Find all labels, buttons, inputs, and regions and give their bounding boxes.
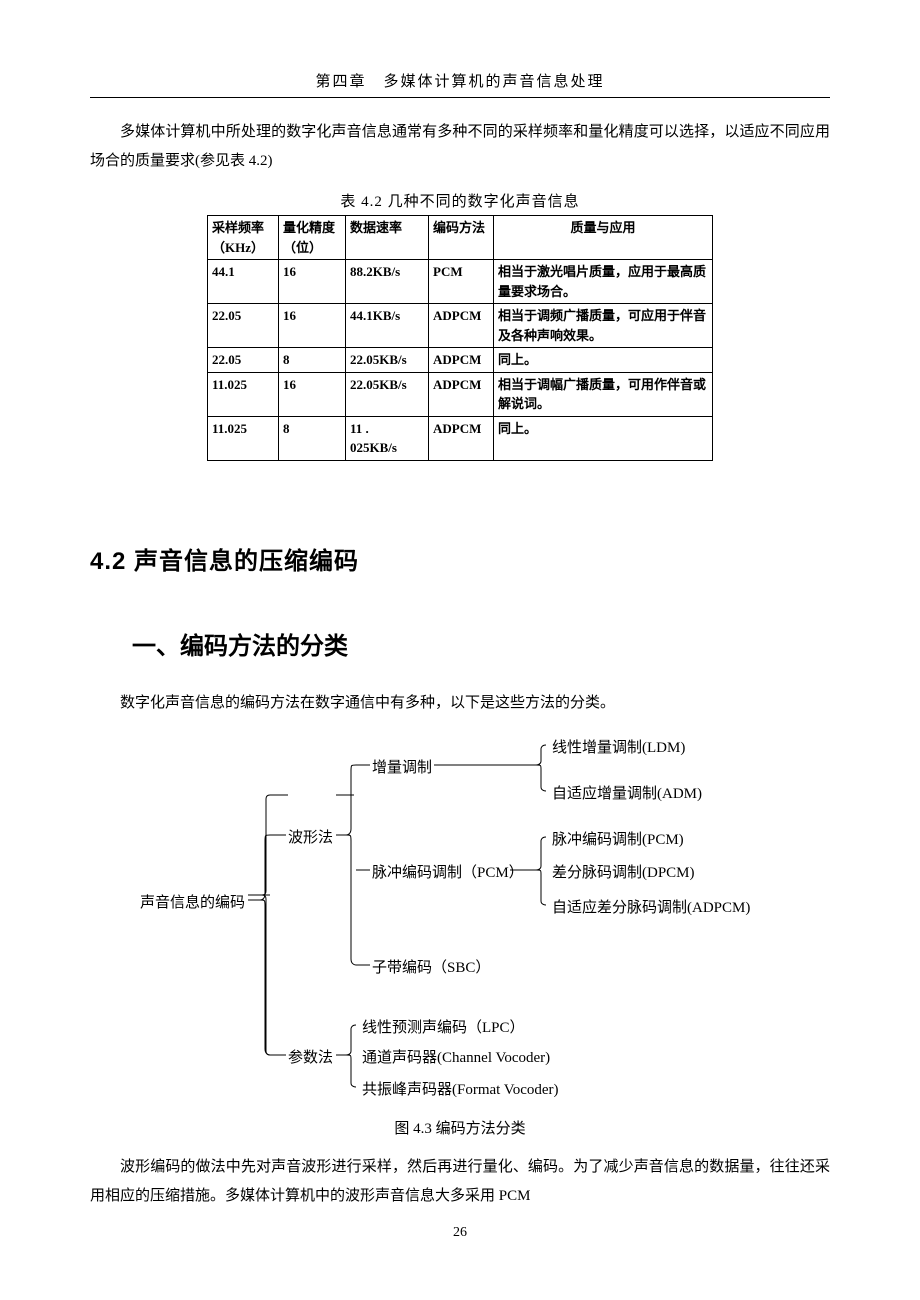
diagram-pcm-dpcm: 差分脉码调制(DPCM) [552,861,695,882]
diagram-pcm-adpcm: 自适应差分脉码调制(ADPCM) [552,896,750,917]
intro-paragraph: 多媒体计算机中所处理的数字化声音信息通常有多种不同的采样频率和量化精度可以选择，… [90,118,830,175]
table-cell: ADPCM [429,372,494,416]
table-header: 数据速率 [346,216,429,260]
subsection-heading: 一、编码方法的分类 [132,626,830,661]
table-cell: 16 [279,304,346,348]
table-cell: 16 [279,372,346,416]
table-caption: 表 4.2 几种不同的数字化声音信息 [90,190,830,211]
table-cell: 11.025 [208,372,279,416]
diagram-waveform-delta: 增量调制 [372,756,432,777]
classification-diagram: 声音信息的编码 波形法 参数法 增量调制 脉冲编码调制（PCM） 子带编码（SB… [140,735,780,1115]
diagram-param-channel: 通道声码器(Channel Vocoder) [362,1046,550,1067]
diagram-waveform-pcm: 脉冲编码调制（PCM） [372,861,524,882]
table-cell: ADPCM [429,304,494,348]
table-header: 编码方法 [429,216,494,260]
table-header-row: 采样频率（KHz） 量化精度（位） 数据速率 编码方法 质量与应用 [208,216,713,260]
diagram-waveform-sbc: 子带编码（SBC） [372,956,490,977]
table-cell: PCM [429,260,494,304]
diagram-root-label: 声音信息的编码 [140,891,245,912]
diagram-delta-adm: 自适应增量调制(ADM) [552,782,702,803]
table-cell: 8 [279,348,346,373]
table-cell: 相当于调频广播质量，可应用于伴音及各种声响效果。 [494,304,713,348]
diagram-param-format: 共振峰声码器(Format Vocoder) [362,1078,559,1099]
diagram-level1-param: 参数法 [288,1046,333,1067]
trailing-paragraph: 波形编码的做法中先对声音波形进行采样，然后再进行量化、编码。为了减少声音信息的数… [90,1153,830,1210]
table-row: 22.051644.1KB/sADPCM相当于调频广播质量，可应用于伴音及各种声… [208,304,713,348]
table-cell: 22.05 [208,348,279,373]
table-cell: ADPCM [429,348,494,373]
subsection-text: 数字化声音信息的编码方法在数字通信中有多种，以下是这些方法的分类。 [90,689,830,718]
table-body: 44.11688.2KB/sPCM相当于激光唱片质量，应用于最高质量要求场合。2… [208,260,713,461]
diagram-param-lpc: 线性预测声编码（LPC） [362,1016,525,1037]
diagram-delta-ldm: 线性增量调制(LDM) [552,736,685,757]
header-rule [90,97,830,98]
table-cell: 相当于调幅广播质量，可用作伴音或解说词。 [494,372,713,416]
table-header: 量化精度（位） [279,216,346,260]
table-header: 质量与应用 [494,216,713,260]
section-heading: 4.2 声音信息的压缩编码 [90,541,830,576]
table-cell: 22.05 [208,304,279,348]
diagram-level1-waveform: 波形法 [288,826,333,847]
table-row: 11.025811 . 025KB/sADPCM同上。 [208,416,713,460]
figure-caption: 图 4.3 编码方法分类 [90,1117,830,1138]
table-cell: 44.1 [208,260,279,304]
table-cell: 相当于激光唱片质量，应用于最高质量要求场合。 [494,260,713,304]
table-cell: 同上。 [494,348,713,373]
table-cell: 同上。 [494,416,713,460]
table-cell: 16 [279,260,346,304]
page-container: 第四章 多媒体计算机的声音信息处理 多媒体计算机中所处理的数字化声音信息通常有多… [0,0,920,1281]
table-cell: ADPCM [429,416,494,460]
table-cell: 22.05KB/s [346,372,429,416]
table-row: 11.0251622.05KB/sADPCM相当于调幅广播质量，可用作伴音或解说… [208,372,713,416]
table-cell: 11 . 025KB/s [346,416,429,460]
table-cell: 22.05KB/s [346,348,429,373]
table-row: 22.05822.05KB/sADPCM同上。 [208,348,713,373]
chapter-header: 第四章 多媒体计算机的声音信息处理 [90,70,830,95]
audio-table: 采样频率（KHz） 量化精度（位） 数据速率 编码方法 质量与应用 44.116… [207,215,713,461]
table-cell: 11.025 [208,416,279,460]
table-cell: 88.2KB/s [346,260,429,304]
table-cell: 8 [279,416,346,460]
table-header: 采样频率（KHz） [208,216,279,260]
diagram-pcm-pcm: 脉冲编码调制(PCM) [552,828,684,849]
table-row: 44.11688.2KB/sPCM相当于激光唱片质量，应用于最高质量要求场合。 [208,260,713,304]
page-number: 26 [90,1225,830,1241]
table-cell: 44.1KB/s [346,304,429,348]
